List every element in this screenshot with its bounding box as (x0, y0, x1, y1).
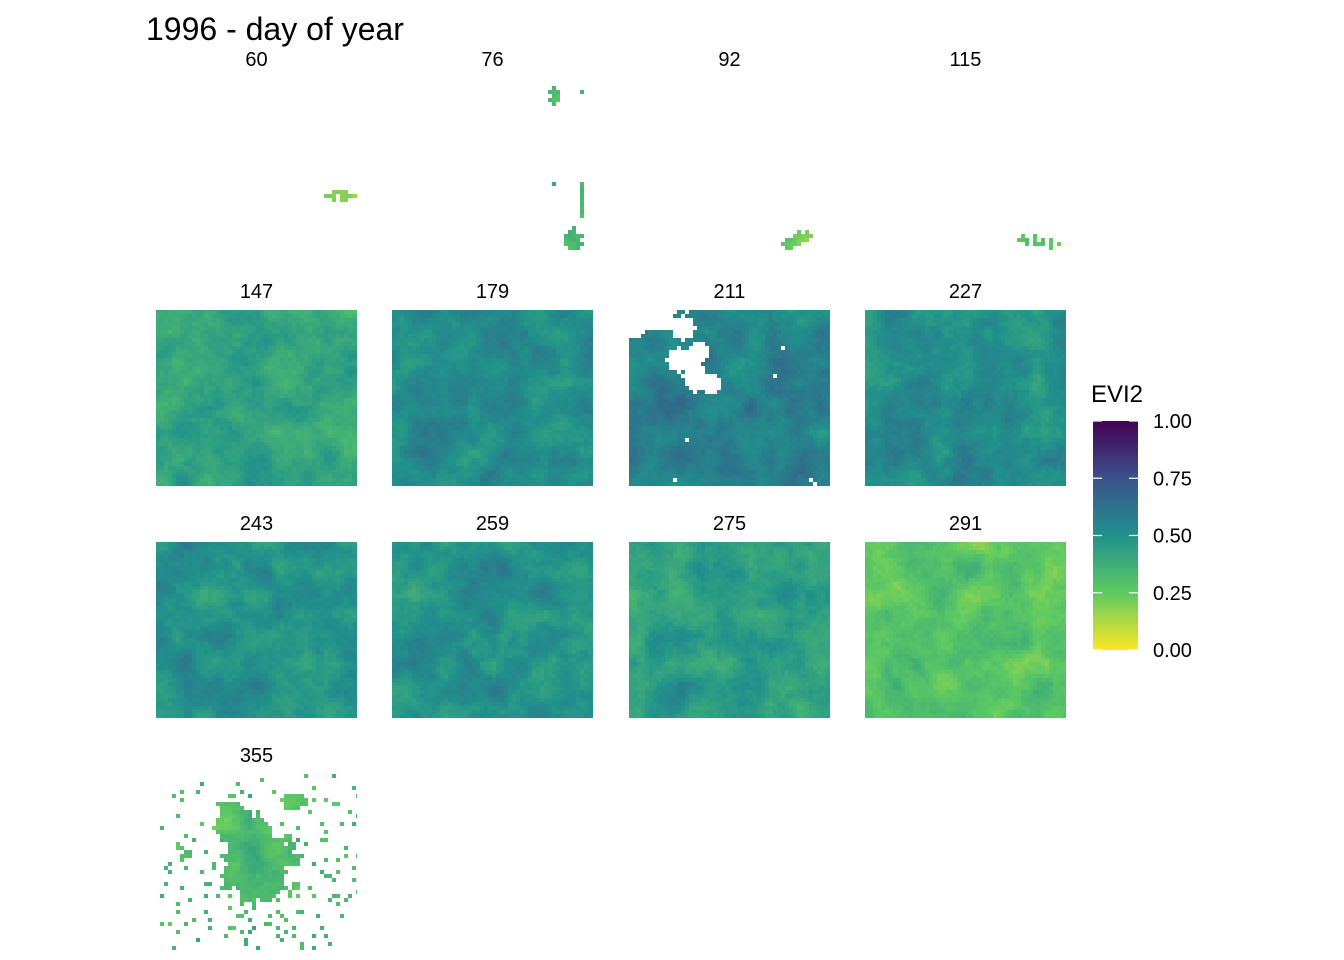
raster-92 (781, 230, 813, 250)
raster-179 (392, 310, 593, 486)
raster-259 (392, 542, 593, 718)
legend-tick-label: 0.50 (1153, 526, 1192, 548)
facet-panel-179: 179 (392, 281, 593, 486)
facet-panel-115: 115 (950, 49, 1061, 250)
facet-panel-76: 76 (481, 49, 584, 250)
evi2-legend: EVI2 0.00 0.25 0.50 0.75 1.00 (1091, 381, 1192, 662)
legend-tick-label: 0.25 (1153, 583, 1192, 605)
facet-panel-211: 211 (629, 281, 830, 486)
legend-title: EVI2 (1091, 381, 1143, 408)
facet-panel-275: 275 (629, 513, 830, 718)
raster-355 (160, 774, 357, 950)
facet-label-259: 259 (476, 513, 509, 535)
raster-147 (156, 310, 357, 486)
facet-label-291: 291 (949, 513, 982, 535)
facet-label-76: 76 (481, 49, 503, 71)
facet-label-275: 275 (713, 513, 746, 535)
legend-tick-label: 1.00 (1153, 411, 1192, 433)
facet-label-115: 115 (950, 49, 982, 71)
facet-label-92: 92 (718, 49, 740, 71)
raster-227 (865, 310, 1066, 486)
figure-title: 1996 - day of year (146, 11, 404, 47)
facet-label-355: 355 (240, 745, 273, 767)
raster-211 (629, 310, 830, 486)
raster-243 (156, 542, 357, 718)
raster-60 (324, 190, 357, 202)
raster-291 (865, 542, 1066, 718)
facet-panel-147: 147 (156, 281, 357, 486)
facet-panels: 60 76 92 115 147 179 211 227 243 259 275 291 355 (156, 49, 1066, 950)
facet-label-243: 243 (240, 513, 273, 535)
facet-label-60: 60 (245, 49, 267, 71)
facet-panel-92: 92 (718, 49, 813, 250)
facet-panel-227: 227 (865, 281, 1066, 486)
raster-76 (548, 86, 584, 250)
raster-275 (629, 542, 830, 718)
legend-tick-label: 0.00 (1153, 640, 1192, 662)
legend-tick-label: 0.75 (1153, 468, 1192, 490)
facet-panel-291: 291 (865, 513, 1066, 718)
facet-panel-259: 259 (392, 513, 593, 718)
facet-label-147: 147 (240, 281, 273, 303)
facet-label-179: 179 (476, 281, 509, 303)
facet-panel-60: 60 (245, 49, 357, 202)
facet-label-211: 211 (714, 281, 746, 303)
facet-panel-355: 355 (160, 745, 357, 950)
raster-115 (1017, 234, 1061, 250)
facet-panel-243: 243 (156, 513, 357, 718)
facet-label-227: 227 (949, 281, 982, 303)
